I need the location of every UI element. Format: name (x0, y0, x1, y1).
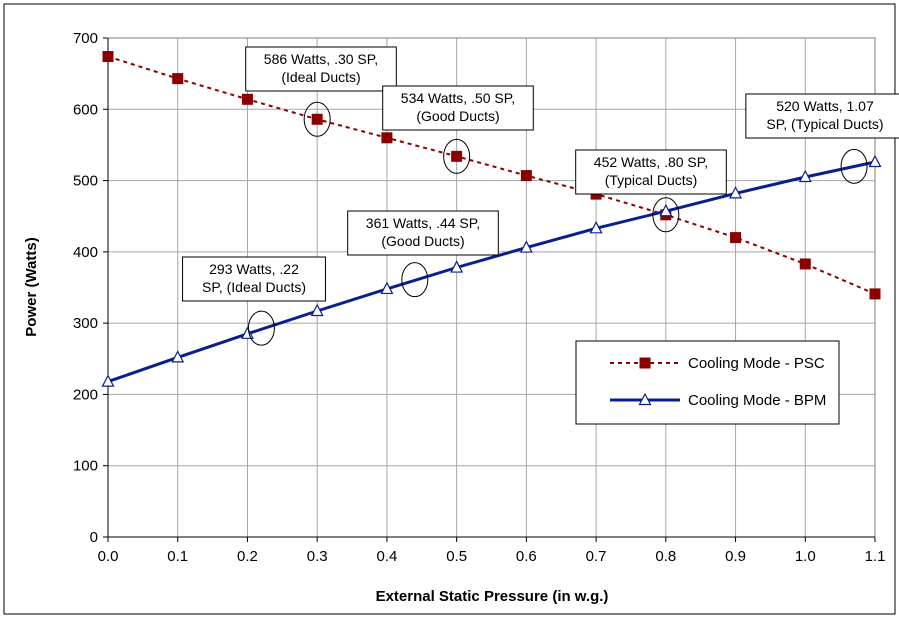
callout-text: 361 Watts, .44 SP, (366, 215, 480, 231)
data-point (310, 303, 324, 317)
x-tick-label: 1.1 (865, 548, 886, 565)
x-tick-label: 0.0 (98, 548, 119, 565)
data-point (798, 169, 812, 183)
legend-swatch-marker (639, 357, 651, 369)
callout: 520 Watts, 1.07 SP, (Typical Ducts) (745, 93, 899, 184)
y-tick-label: 400 (73, 244, 98, 261)
y-tick-label: 200 (73, 386, 98, 403)
callout-text: 520 Watts, 1.07 (776, 98, 874, 114)
callout-ellipse (247, 310, 275, 346)
callout-ellipse (840, 148, 868, 184)
data-point (172, 73, 184, 85)
data-point (381, 132, 393, 144)
y-tick-label: 0 (90, 529, 98, 546)
y-axis-title: Power (Watts) (23, 237, 40, 336)
data-point (380, 281, 394, 295)
data-point (799, 258, 811, 270)
series-line (107, 160, 876, 384)
x-tick-label: 0.5 (446, 548, 467, 565)
legend-layer: Cooling Mode - PSC Cooling Mode - BPM (575, 340, 840, 425)
callout-box (382, 85, 534, 131)
data-point (171, 350, 185, 363)
callout: 534 Watts, .50 SP, (Good Ducts) (382, 85, 534, 174)
x-tick-label: 0.3 (307, 548, 328, 565)
x-axis-title: External Static Pressure (in w.g.) (376, 588, 609, 605)
legend-entry: Cooling Mode - BPM (610, 392, 826, 409)
x-tick-label: 1.0 (795, 548, 816, 565)
data-point (729, 186, 743, 199)
callout-text: (Good Ducts) (416, 108, 499, 124)
data-point (311, 113, 323, 125)
data-point (589, 221, 603, 234)
callout-text: 586 Watts, .30 SP, (264, 51, 378, 67)
callout: 586 Watts, .30 SP, (Ideal Ducts) (245, 46, 397, 137)
x-tick-label: 0.9 (725, 548, 746, 565)
callout-text: 534 Watts, .50 SP, (401, 90, 515, 106)
callout-box (182, 256, 326, 302)
y-tick-label: 700 (73, 30, 98, 47)
data-point (730, 232, 742, 244)
callout-ellipse (652, 197, 680, 233)
callout-box (347, 210, 499, 256)
callout-text: SP, (Typical Ducts) (766, 116, 883, 132)
callout-ellipse (303, 101, 331, 137)
y-tick-label: 600 (73, 101, 98, 118)
data-point (102, 51, 114, 63)
legend-box (575, 340, 840, 425)
legend-label: Cooling Mode - BPM (688, 392, 826, 409)
x-tick-label: 0.1 (167, 548, 188, 565)
x-tick-label: 0.7 (586, 548, 607, 565)
callout: 293 Watts, .22 SP, (Ideal Ducts) (182, 256, 326, 346)
data-point (519, 240, 533, 253)
callout-ellipse (443, 138, 471, 174)
callout-box (745, 93, 899, 139)
data-point (241, 93, 253, 105)
callout-text: 293 Watts, .22 (209, 261, 299, 277)
x-tick-label: 0.6 (516, 548, 537, 565)
callout-text: (Typical Ducts) (605, 172, 698, 188)
data-point (659, 203, 673, 217)
y-tick-label: 300 (73, 315, 98, 332)
x-tick-label: 0.8 (655, 548, 676, 565)
callout-box (575, 149, 727, 195)
series-line (107, 55, 876, 295)
data-point (101, 374, 115, 387)
data-point (451, 150, 463, 162)
data-point (450, 260, 464, 273)
callout-text: SP, (Ideal Ducts) (202, 279, 306, 295)
series-bpm (101, 154, 882, 387)
x-tick-label: 0.4 (376, 548, 397, 565)
callout: 361 Watts, .44 SP, (Good Ducts) (347, 210, 499, 298)
legend-entry: Cooling Mode - PSC (610, 355, 825, 372)
data-point (869, 288, 881, 300)
callout: 452 Watts, .80 SP, (Typical Ducts) (575, 149, 727, 233)
y-tick-label: 100 (73, 458, 98, 475)
callout-text: 452 Watts, .80 SP, (594, 154, 708, 170)
data-point (520, 170, 532, 182)
axis-layer: 0.0 0.1 0.2 0.3 0.4 0.5 0.6 0.7 0.8 0.9 1.0 1.1 0 100… (73, 30, 885, 565)
callout-box (245, 46, 397, 92)
callout-layer: 586 Watts, .30 SP, (Ideal Ducts) 534 Watts… (182, 46, 899, 346)
callout-ellipse (401, 262, 429, 298)
data-point (868, 154, 882, 168)
x-tick-label: 0.2 (237, 548, 258, 565)
y-tick-label: 500 (73, 173, 98, 190)
callout-text: (Ideal Ducts) (281, 69, 360, 85)
legend-label: Cooling Mode - PSC (688, 355, 825, 372)
legend-swatch-marker (638, 392, 652, 406)
callout-text: (Good Ducts) (381, 233, 464, 249)
